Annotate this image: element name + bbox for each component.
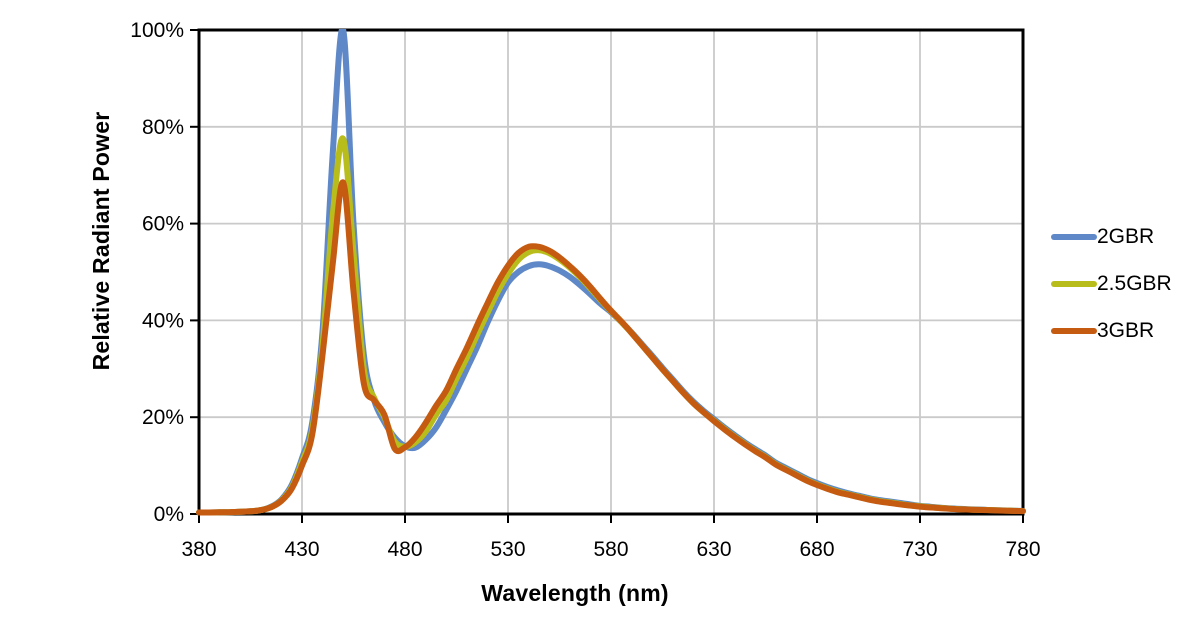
legend-label-3gbr: 3GBR <box>1097 319 1155 342</box>
legend-label-2-5gbr: 2.5GBR <box>1097 272 1172 295</box>
x-tick-label: 730 <box>902 538 937 561</box>
x-tick-label: 430 <box>284 538 319 561</box>
x-tick-label: 530 <box>490 538 525 561</box>
legend-swatch-3gbr <box>1051 328 1097 334</box>
x-tick-label: 580 <box>593 538 628 561</box>
y-tick-label: 100% <box>130 19 184 42</box>
x-tick-label: 380 <box>181 538 216 561</box>
y-tick-label: 0% <box>154 503 184 526</box>
y-tick-label: 20% <box>142 406 184 429</box>
x-tick-label: 480 <box>387 538 422 561</box>
legend-label-2gbr: 2GBR <box>1097 225 1155 248</box>
x-axis-title: Wavelength (nm) <box>481 580 669 606</box>
y-axis-title: Relative Radiant Power <box>88 111 114 371</box>
plot-border <box>197 28 1025 516</box>
legend: 2GBR 2.5GBR 3GBR <box>1051 222 1172 363</box>
x-tick-label: 780 <box>1005 538 1040 561</box>
x-tick-label: 630 <box>696 538 731 561</box>
series-line-3GBR <box>196 179 1026 516</box>
legend-item-2-5gbr: 2.5GBR <box>1051 269 1172 299</box>
legend-item-3gbr: 3GBR <box>1051 316 1172 346</box>
y-tick-label: 60% <box>142 213 184 236</box>
y-tick-label: 80% <box>142 116 184 139</box>
x-tick-label: 680 <box>799 538 834 561</box>
legend-swatch-2-5gbr <box>1051 281 1097 287</box>
legend-item-2gbr: 2GBR <box>1051 222 1172 252</box>
legend-swatch-2gbr <box>1051 234 1097 240</box>
y-tick-label: 40% <box>142 309 184 332</box>
